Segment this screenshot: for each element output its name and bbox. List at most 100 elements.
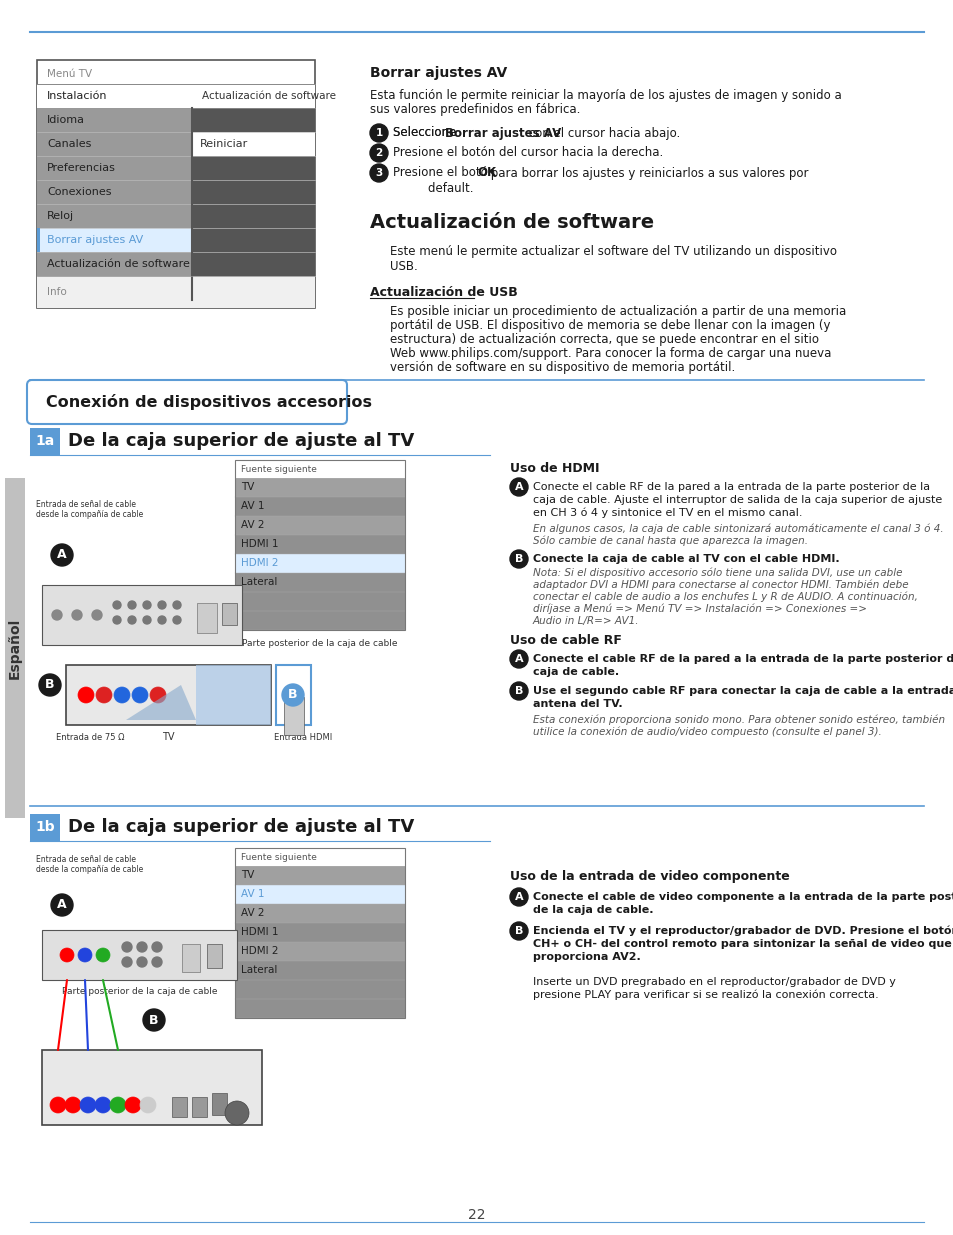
Text: Menú TV: Menú TV [47,69,92,79]
Bar [234,459,405,478]
Text: AV 1: AV 1 [241,889,264,899]
Text: A: A [515,655,523,664]
Bar [234,999,405,1018]
Bar [42,1050,262,1125]
Text: HDMI 2: HDMI 2 [241,946,278,956]
Bar [284,697,304,735]
Text: Conecte el cable de video componente a la entrada de la parte posterior: Conecte el cable de video componente a l… [533,892,953,902]
Bar [234,942,405,961]
Text: A: A [57,899,67,911]
Text: TV: TV [162,732,174,742]
Text: 22: 22 [468,1208,485,1221]
Text: En algunos casos, la caja de cable sintonizará automáticamente el canal 3 ó 4.: En algunos casos, la caja de cable sinto… [533,524,943,535]
Text: Fuente siguiente: Fuente siguiente [241,464,316,473]
Text: Este menú le permite actualizar el software del TV utilizando un dispositivo: Este menú le permite actualizar el softw… [390,245,836,258]
Circle shape [91,610,102,620]
Text: presione PLAY para verificar si se realizó la conexión correcta.: presione PLAY para verificar si se reali… [533,989,878,1000]
Circle shape [282,684,304,706]
Circle shape [158,616,166,624]
Text: CH+ o CH- del control remoto para sintonizar la señal de video que: CH+ o CH- del control remoto para sinton… [533,939,951,948]
Bar [192,156,314,180]
Text: A: A [515,482,523,492]
Circle shape [510,888,527,906]
Text: Audio in L/R=> AV1.: Audio in L/R=> AV1. [533,616,639,626]
Text: B: B [45,678,54,692]
Circle shape [172,601,181,609]
Text: HDMI 2: HDMI 2 [241,558,278,568]
Bar [192,204,314,228]
Text: Parte posterior de la caja de cable: Parte posterior de la caja de cable [62,988,217,997]
Circle shape [52,610,62,620]
Circle shape [137,957,147,967]
Text: Seleccione: Seleccione [393,126,459,140]
Text: Lateral: Lateral [241,965,277,974]
Text: AV 2: AV 2 [241,908,264,918]
Bar [234,496,405,516]
Text: conectar el cable de audio a los enchufes L y R de AUDIO. A continuación,: conectar el cable de audio a los enchufe… [533,592,917,603]
Circle shape [78,687,94,703]
Bar [42,930,236,981]
Text: A: A [515,892,523,902]
Text: Esta conexión proporciona sonido mono. Para obtener sonido estéreo, también: Esta conexión proporciona sonido mono. P… [533,715,944,725]
Bar [234,592,405,611]
Circle shape [225,1100,249,1125]
Bar [222,603,236,625]
Bar [195,664,271,725]
Circle shape [95,1097,111,1113]
Text: Sólo cambie de canal hasta que aparezca la imagen.: Sólo cambie de canal hasta que aparezca … [533,536,807,546]
Circle shape [370,144,388,162]
Text: caja de cable.: caja de cable. [533,667,618,677]
Text: Preferencias: Preferencias [47,163,115,173]
Bar [234,866,405,885]
Text: desde la compañía de cable: desde la compañía de cable [36,864,143,874]
Text: Entrada de señal de cable: Entrada de señal de cable [36,855,136,864]
Text: AV 2: AV 2 [241,520,264,530]
Text: Borrar ajustes AV: Borrar ajustes AV [444,126,560,140]
Bar [30,429,60,454]
Text: Presione el botón: Presione el botón [393,167,498,179]
Text: adaptador DVI a HDMI para conectarse al conector HDMI. También debe: adaptador DVI a HDMI para conectarse al … [533,579,907,590]
Text: Conecte la caja de cable al TV con el cable HDMI.: Conecte la caja de cable al TV con el ca… [533,555,839,564]
Text: Borrar ajustes AV: Borrar ajustes AV [47,235,143,245]
Bar [37,156,192,180]
Bar [42,585,242,645]
Text: Conexión de dispositivos accesorios: Conexión de dispositivos accesorios [46,394,372,410]
Circle shape [152,957,162,967]
Circle shape [140,1097,156,1113]
Text: Canales: Canales [47,140,91,149]
Bar [37,228,192,252]
Circle shape [128,616,136,624]
Text: AV 1: AV 1 [241,501,264,511]
Bar [234,981,405,999]
Text: proporciona AV2.: proporciona AV2. [533,952,640,962]
Text: Es posible iniciar un procedimiento de actualización a partir de una memoria: Es posible iniciar un procedimiento de a… [390,305,845,317]
Bar [192,180,314,204]
Text: Lateral: Lateral [241,577,277,587]
Bar [234,459,405,630]
Bar [275,664,311,725]
Circle shape [51,894,73,916]
Text: Uso de la entrada de video componente: Uso de la entrada de video componente [510,869,789,883]
Text: default.: default. [413,182,473,194]
Bar [37,84,314,107]
Circle shape [80,1097,96,1113]
Text: 1a: 1a [35,433,54,448]
Text: Actualización de software: Actualización de software [202,91,335,101]
Text: Inserte un DVD pregrabado en el reproductor/grabador de DVD y: Inserte un DVD pregrabado en el reproduc… [533,977,895,987]
Text: 3: 3 [375,168,382,178]
Polygon shape [126,685,195,720]
Text: USB.: USB. [390,259,417,273]
Circle shape [370,124,388,142]
Bar [192,1097,207,1116]
Text: 1b: 1b [35,820,54,834]
Text: 2: 2 [375,148,382,158]
Text: de la caja de cable.: de la caja de cable. [533,905,653,915]
Bar [37,252,192,275]
Circle shape [510,550,527,568]
Circle shape [510,923,527,940]
Text: A: A [57,548,67,562]
Text: TV: TV [241,869,254,881]
Bar [234,535,405,555]
Text: Entrada de 75 Ω: Entrada de 75 Ω [56,732,125,741]
Text: Presione el botón del cursor hacia la derecha.: Presione el botón del cursor hacia la de… [393,147,662,159]
